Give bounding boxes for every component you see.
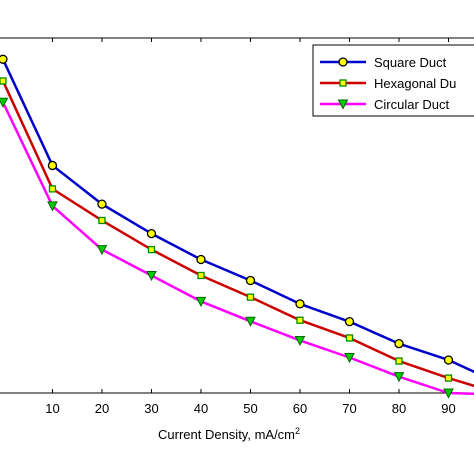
data-point-2-6 xyxy=(294,335,306,347)
data-point-0-3 xyxy=(146,228,157,239)
x-tick-label: 40 xyxy=(194,401,208,416)
data-point-2-0 xyxy=(0,97,9,108)
x-tick-label: 50 xyxy=(243,401,257,416)
legend-marker-2 xyxy=(337,99,349,110)
data-point-1-9 xyxy=(444,374,453,382)
x-tick-label: 90 xyxy=(441,401,455,416)
x-tick-label: 20 xyxy=(95,401,109,416)
data-point-0-5 xyxy=(245,275,256,286)
x-axis-label: Current Density, mA/cm2 xyxy=(158,426,300,442)
legend: Square Duct Hexagonal Du Circular Duct xyxy=(312,44,474,117)
legend-label-1: Hexagonal Du xyxy=(374,76,456,91)
data-point-2-9 xyxy=(443,388,454,399)
data-point-2-8 xyxy=(393,372,405,383)
data-point-2-4 xyxy=(195,296,207,307)
x-tick-label: 60 xyxy=(293,401,307,416)
data-point-1-2 xyxy=(98,216,106,225)
data-point-2-7 xyxy=(344,353,355,364)
x-axis-label-text: Current Density, mA/cm xyxy=(158,427,295,442)
x-axis-tick-labels: 10 20 30 40 50 60 70 80 90 xyxy=(45,401,456,416)
data-point-0-2 xyxy=(97,199,107,209)
x-tick-label: 70 xyxy=(342,401,356,416)
data-point-1-0 xyxy=(0,77,7,85)
data-point-1-6 xyxy=(296,316,304,324)
data-point-2-2 xyxy=(96,245,108,256)
x-tick-label: 30 xyxy=(144,401,158,416)
data-point-0-7 xyxy=(344,316,355,327)
legend-label-0: Square Duct xyxy=(374,55,447,70)
x-tick-label: 80 xyxy=(392,401,406,416)
data-point-0-8 xyxy=(394,339,404,349)
legend-marker-0 xyxy=(338,57,348,67)
data-point-1-5 xyxy=(246,293,255,301)
data-point-1-1 xyxy=(48,185,57,193)
data-point-2-3 xyxy=(146,270,157,282)
data-point-1-4 xyxy=(197,271,205,280)
legend-marker-1 xyxy=(339,79,347,87)
data-point-1-3 xyxy=(147,245,156,254)
x-axis-ticks xyxy=(51,38,449,393)
data-point-0-4 xyxy=(196,254,206,265)
x-tick-label: 10 xyxy=(45,401,59,416)
data-point-0-0 xyxy=(0,54,8,64)
x-axis-label-superscript: 2 xyxy=(295,426,300,436)
series-markers xyxy=(0,54,454,399)
data-point-0-1 xyxy=(47,160,58,171)
data-point-2-1 xyxy=(47,201,58,212)
data-point-2-5 xyxy=(245,316,256,327)
data-point-0-9 xyxy=(443,355,454,365)
data-point-0-6 xyxy=(295,299,305,309)
data-point-1-8 xyxy=(395,357,403,365)
data-point-1-7 xyxy=(345,334,354,342)
legend-label-2: Circular Duct xyxy=(374,97,450,112)
